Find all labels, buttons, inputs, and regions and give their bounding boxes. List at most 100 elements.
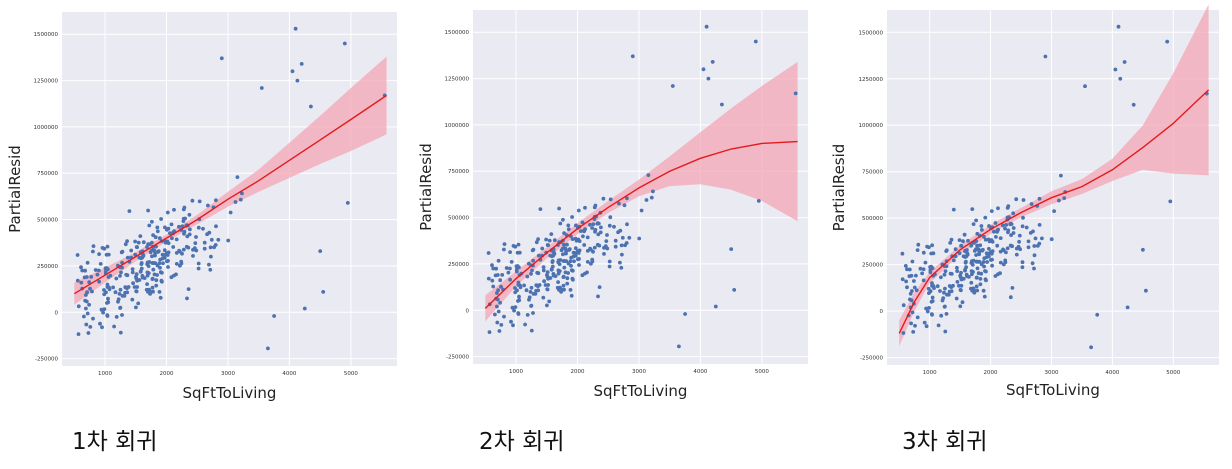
data-point xyxy=(1037,223,1042,227)
data-point xyxy=(164,251,169,256)
data-point xyxy=(916,242,921,247)
data-point xyxy=(147,289,152,293)
data-point xyxy=(138,234,143,239)
data-point xyxy=(1040,236,1044,241)
data-point xyxy=(619,243,624,248)
data-point xyxy=(974,247,978,252)
data-point xyxy=(1005,206,1010,210)
data-point xyxy=(990,239,995,244)
data-point xyxy=(572,259,576,264)
data-point xyxy=(1020,224,1025,229)
y-tick-label: -250000 xyxy=(35,357,58,363)
data-point xyxy=(565,242,569,247)
data-point xyxy=(957,283,961,288)
data-point xyxy=(177,224,181,229)
data-point xyxy=(235,175,240,180)
x-tick-label: 1000 xyxy=(98,371,112,377)
data-point xyxy=(155,229,160,234)
data-point xyxy=(923,260,928,265)
data-point xyxy=(181,216,186,221)
data-point xyxy=(954,296,959,301)
data-point xyxy=(591,222,596,227)
regression-fit-line xyxy=(898,89,1210,334)
data-point xyxy=(574,223,578,228)
data-point xyxy=(1083,84,1087,89)
x-tick-label: 2000 xyxy=(984,370,998,376)
data-point xyxy=(1010,286,1015,290)
data-point xyxy=(159,278,164,283)
chart-caption-cubic: 3차 회귀 xyxy=(902,429,988,455)
data-point xyxy=(567,248,571,252)
data-point xyxy=(295,78,300,83)
data-point xyxy=(161,261,165,266)
data-point xyxy=(76,304,81,309)
data-point xyxy=(1003,226,1007,231)
data-point xyxy=(102,307,107,311)
data-point xyxy=(975,288,980,293)
data-point xyxy=(160,252,165,257)
y-tick-label: 500000 xyxy=(862,216,883,222)
data-point xyxy=(568,288,573,292)
data-point xyxy=(529,272,533,276)
data-point xyxy=(713,304,718,309)
y-tick-label: 1500000 xyxy=(859,30,884,36)
y-tick-label: 750000 xyxy=(862,170,883,176)
data-point xyxy=(107,285,111,290)
data-point xyxy=(924,324,929,329)
data-point xyxy=(1018,247,1022,252)
data-point xyxy=(568,259,573,264)
data-point xyxy=(102,288,106,292)
data-point xyxy=(139,266,144,271)
data-point xyxy=(620,235,625,240)
data-point xyxy=(103,266,108,271)
data-point xyxy=(625,196,629,201)
data-point xyxy=(990,263,994,268)
data-point xyxy=(137,278,142,282)
x-tick-label: 3000 xyxy=(221,371,235,377)
data-point xyxy=(561,252,565,257)
data-point xyxy=(547,299,552,304)
data-point xyxy=(114,315,119,319)
data-point xyxy=(984,269,988,274)
data-point xyxy=(98,262,103,266)
data-point xyxy=(125,239,129,244)
data-point xyxy=(930,312,934,317)
data-point xyxy=(562,242,566,247)
data-point xyxy=(1020,260,1025,265)
data-point xyxy=(964,254,969,259)
data-point xyxy=(130,270,135,275)
data-point xyxy=(619,265,624,270)
data-point xyxy=(216,237,221,242)
data-point xyxy=(496,309,501,314)
data-point xyxy=(158,265,162,270)
data-point xyxy=(1035,244,1040,248)
data-point xyxy=(130,267,135,271)
data-point xyxy=(525,274,530,279)
data-point xyxy=(570,276,575,281)
x-axis-label: SqFtToLiving xyxy=(594,382,688,400)
data-point xyxy=(982,294,987,299)
data-point xyxy=(596,294,600,299)
chart-panel-linear: -250000 0 250000 500000 750000 1000000 1250000… xyxy=(0,0,410,469)
data-point xyxy=(544,237,548,242)
data-point xyxy=(998,260,1003,265)
data-point xyxy=(907,267,912,272)
data-point xyxy=(623,243,627,248)
data-point xyxy=(978,243,983,248)
plot-area xyxy=(887,10,1219,365)
data-point xyxy=(172,229,177,234)
data-point xyxy=(517,250,522,255)
data-point xyxy=(123,242,128,247)
data-point xyxy=(496,288,500,293)
data-point xyxy=(534,283,539,288)
data-point xyxy=(88,325,93,329)
data-point xyxy=(498,300,502,305)
data-point xyxy=(984,255,989,260)
data-point xyxy=(538,207,543,212)
data-point xyxy=(1028,231,1033,235)
data-point xyxy=(925,309,930,314)
data-point xyxy=(988,250,993,254)
data-point xyxy=(607,259,612,264)
data-point xyxy=(486,276,491,281)
data-point xyxy=(575,249,580,254)
